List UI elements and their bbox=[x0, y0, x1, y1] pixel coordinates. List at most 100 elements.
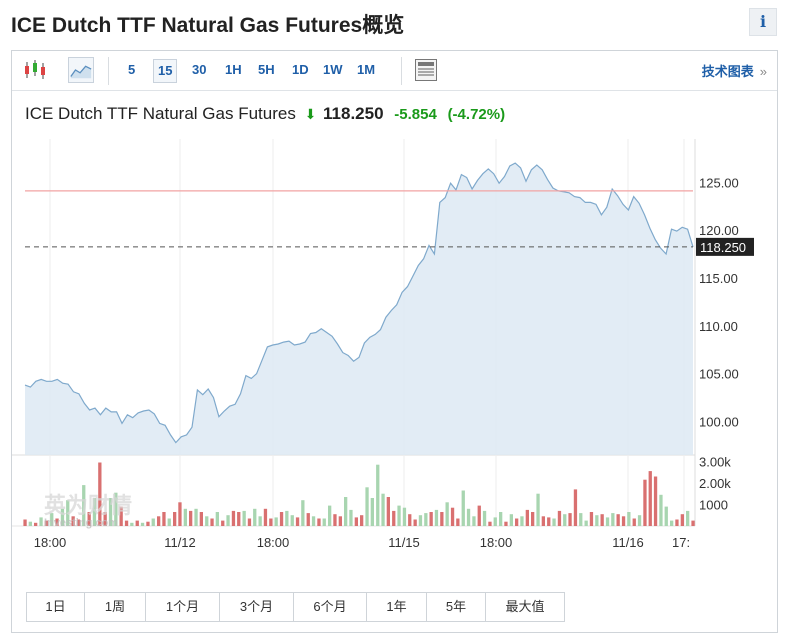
volume-bar bbox=[279, 512, 284, 526]
timeframe-15[interactable]: 15 bbox=[153, 59, 178, 83]
volume-bar bbox=[397, 505, 401, 526]
range-max[interactable]: 最大值 bbox=[486, 593, 564, 621]
volume-bar bbox=[295, 517, 300, 526]
watermark-logo: 英为财情 Investing.com bbox=[44, 493, 132, 529]
price-area bbox=[25, 163, 693, 455]
arrow-down-icon: ⬇ bbox=[304, 106, 317, 122]
area-chart-icon[interactable] bbox=[68, 57, 94, 83]
volume-bar bbox=[301, 500, 305, 526]
table-icon[interactable] bbox=[413, 57, 439, 83]
volume-bar bbox=[536, 493, 540, 526]
price-line bbox=[24, 162, 694, 444]
range-1w[interactable]: 1周 bbox=[85, 593, 146, 621]
timeframe-30[interactable]: 30 bbox=[192, 62, 207, 77]
volume-bar bbox=[215, 512, 219, 526]
price-change-percent: (-4.72%) bbox=[447, 106, 506, 123]
volume-bar bbox=[686, 510, 690, 526]
timeframe-1m[interactable]: 1M bbox=[357, 62, 376, 77]
range-1d[interactable]: 1日 bbox=[27, 593, 85, 621]
volume-bar bbox=[344, 497, 348, 526]
range-selector: 1日 1周 1个月 3个月 6个月 1年 5年 最大值 bbox=[26, 592, 565, 622]
volume-bar bbox=[60, 508, 65, 526]
y-tick-label: 125.00 bbox=[699, 175, 739, 190]
volume-bar bbox=[221, 520, 225, 526]
candlestick-icon[interactable] bbox=[22, 57, 48, 83]
volume-bar bbox=[178, 502, 182, 526]
volume-bar bbox=[92, 498, 97, 526]
timeframe-1w[interactable]: 1W bbox=[323, 62, 343, 77]
instrument-name: ICE Dutch TTF Natural Gas Futures bbox=[25, 104, 296, 123]
volume-bar bbox=[392, 510, 396, 526]
volume-bar bbox=[477, 505, 481, 526]
volume-bar bbox=[55, 518, 59, 526]
volume-bar bbox=[653, 476, 658, 526]
volume-bar bbox=[290, 515, 294, 526]
volume-bar bbox=[333, 514, 337, 526]
timeframe-5[interactable]: 5 bbox=[128, 62, 136, 77]
volume-bar bbox=[547, 517, 551, 526]
chart-toolbar: 5 15 30 1H 5H 1D 1W 1M 技术图表 » bbox=[12, 51, 777, 91]
svg-text:英为财情: 英为财情 bbox=[44, 493, 132, 518]
volume-bar bbox=[311, 516, 316, 526]
volume-bar bbox=[76, 519, 81, 526]
volume-bar bbox=[237, 512, 241, 526]
volume-bar bbox=[66, 500, 70, 526]
range-1y[interactable]: 1年 bbox=[367, 593, 427, 621]
volume-bar bbox=[226, 515, 230, 526]
volume-bar bbox=[670, 520, 674, 526]
volume-bar bbox=[450, 507, 455, 526]
volume-bar bbox=[194, 508, 198, 526]
volume-bar bbox=[354, 517, 358, 526]
volume-bar bbox=[552, 518, 556, 526]
volume-bar bbox=[338, 516, 342, 526]
range-1m[interactable]: 1个月 bbox=[146, 593, 220, 621]
volume-bar bbox=[579, 513, 583, 526]
volume-bar bbox=[488, 521, 492, 526]
volume-bar bbox=[664, 506, 668, 526]
volume-bar bbox=[140, 522, 145, 526]
timeframe-1d[interactable]: 1D bbox=[292, 62, 309, 77]
volume-bar bbox=[595, 515, 599, 526]
range-5y[interactable]: 5年 bbox=[427, 593, 486, 621]
volume-bar bbox=[103, 512, 107, 526]
volume-bar bbox=[589, 512, 594, 526]
volume-bar bbox=[151, 518, 155, 526]
info-button[interactable]: i bbox=[749, 8, 777, 36]
y-tick-label: 115.00 bbox=[699, 271, 738, 286]
volume-bar bbox=[199, 512, 203, 526]
volume-bar bbox=[39, 517, 43, 526]
volume-bar bbox=[87, 512, 91, 526]
range-3m[interactable]: 3个月 bbox=[220, 593, 294, 621]
volume-bar bbox=[50, 513, 54, 526]
volume-bar bbox=[23, 519, 27, 526]
x-tick-label: 18:00 bbox=[257, 535, 290, 550]
volume-bar bbox=[119, 506, 123, 526]
volume-bar bbox=[541, 516, 545, 526]
volume-tick-label: 2.00k bbox=[699, 476, 731, 491]
price-chart[interactable]: 英为财情 Investing.com 125.00 120.00 115.00 110… bbox=[12, 51, 779, 586]
volume-bar bbox=[317, 518, 321, 526]
volume-bar bbox=[247, 518, 252, 526]
volume-bar bbox=[183, 508, 187, 526]
volume-bar bbox=[472, 516, 476, 526]
y-tick-label: 100.00 bbox=[699, 415, 739, 430]
volume-bar bbox=[621, 516, 626, 526]
volume-bar bbox=[680, 514, 684, 526]
volume-bar bbox=[637, 515, 642, 526]
volume-bar bbox=[381, 493, 385, 526]
volume-bar bbox=[157, 516, 161, 526]
volume-bar bbox=[605, 517, 610, 526]
timeframe-1h[interactable]: 1H bbox=[225, 62, 242, 77]
timeframe-5h[interactable]: 5H bbox=[258, 62, 275, 77]
price-change: -5.854 bbox=[394, 106, 437, 123]
volume-bar bbox=[269, 518, 273, 526]
volume-bar bbox=[205, 516, 209, 526]
volume-bar bbox=[44, 520, 48, 526]
volume-bar bbox=[210, 518, 214, 526]
svg-text:Investing.com: Investing.com bbox=[44, 517, 118, 529]
range-6m[interactable]: 6个月 bbox=[294, 593, 367, 621]
toolbar-separator bbox=[401, 57, 402, 85]
technical-chart-link[interactable]: 技术图表 » bbox=[702, 61, 767, 80]
volume-bar bbox=[520, 516, 524, 526]
volume-bar bbox=[632, 518, 636, 526]
